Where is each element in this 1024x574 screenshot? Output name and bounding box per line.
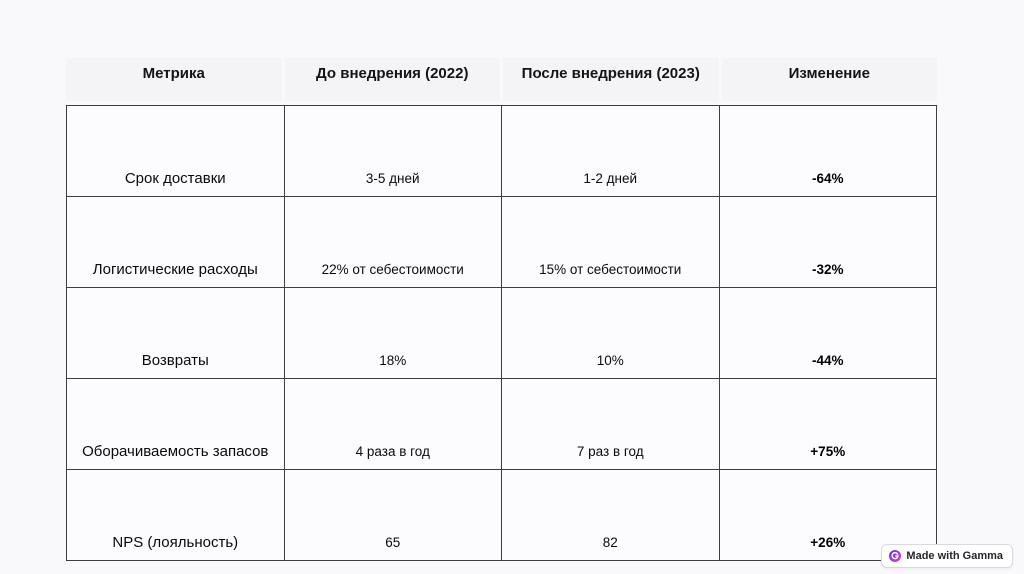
cell-before-value: 18% — [283, 287, 502, 379]
table-row: Срок доставки 3-5 дней 1-2 дней -64% — [66, 105, 937, 197]
cell-change-value: -64% — [718, 105, 937, 197]
cell-change-value: -44% — [718, 287, 937, 379]
table-row: NPS (лояльность) 65 82 +26% — [66, 469, 937, 561]
cell-metric: Оборачиваемость запасов — [66, 378, 285, 470]
cell-after-value: 7 раз в год — [501, 378, 720, 470]
cell-change-value: +75% — [718, 378, 937, 470]
cell-after-value: 1-2 дней — [501, 105, 720, 197]
table-body: Срок доставки 3-5 дней 1-2 дней -64% Лог… — [66, 105, 937, 561]
cell-metric: Возвраты — [66, 287, 285, 379]
column-header-metric: Метрика — [66, 58, 282, 101]
cell-before-value: 65 — [283, 469, 502, 561]
made-with-gamma-badge[interactable]: Made with Gamma — [881, 544, 1013, 568]
table-row: Оборачиваемость запасов 4 раза в год 7 р… — [66, 378, 937, 470]
cell-before-value: 22% от себестоимости — [283, 196, 502, 288]
metrics-comparison-table: Метрика До внедрения (2022) После внедре… — [66, 58, 937, 561]
badge-label: Made with Gamma — [906, 550, 1003, 562]
column-header-after: После внедрения (2023) — [503, 58, 719, 101]
gamma-logo-icon — [889, 550, 902, 562]
cell-after-value: 15% от себестоимости — [501, 196, 720, 288]
column-header-before: До внедрения (2022) — [284, 58, 500, 101]
cell-before-value: 4 раза в год — [283, 378, 502, 470]
cell-change-value: -32% — [718, 196, 937, 288]
table-header-row: Метрика До внедрения (2022) После внедре… — [66, 58, 937, 101]
cell-change-value: +26% — [718, 469, 937, 561]
cell-after-value: 82 — [501, 469, 720, 561]
cell-metric: Логистические расходы — [66, 196, 285, 288]
table-row: Возвраты 18% 10% -44% — [66, 287, 937, 379]
cell-metric: NPS (лояльность) — [66, 469, 285, 561]
table-row: Логистические расходы 22% от себестоимос… — [66, 196, 937, 288]
cell-before-value: 3-5 дней — [283, 105, 502, 197]
cell-metric: Срок доставки — [66, 105, 285, 197]
cell-after-value: 10% — [501, 287, 720, 379]
column-header-change: Изменение — [721, 58, 937, 101]
